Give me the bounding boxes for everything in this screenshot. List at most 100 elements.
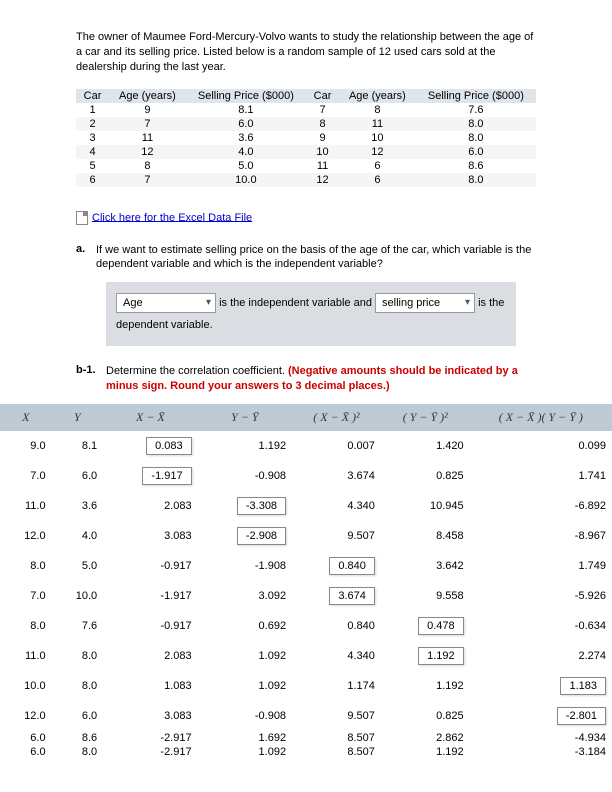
table-cell: 10 [306,145,339,159]
answer-box-a: Age is the independent variable and sell… [106,282,516,346]
corr-row: 11.03.62.083-3.3084.34010.945-6.892 [0,491,612,521]
corr-cell: 0.099 [470,431,612,461]
answer-input[interactable]: 0.083 [146,437,192,455]
corr-cell: 7.0 [0,581,52,611]
table-cell: 7 [306,103,339,117]
table-cell: 9 [306,131,339,145]
table-header: Car [306,89,339,103]
corr-cell: 12.0 [0,521,52,551]
corr-cell: 6.0 [52,701,104,731]
corr-cell: 1.192 [381,745,470,759]
corr-cell: 0.692 [198,611,292,641]
corr-cell: 3.674 [292,581,381,611]
table-cell: 9 [109,103,186,117]
table-cell: 7.6 [416,103,536,117]
select-value: selling price [382,297,440,309]
corr-cell: 3.6 [52,491,104,521]
table-cell: 3.6 [186,131,306,145]
table-row: 3113.69108.0 [76,131,536,145]
corr-cell: 8.6 [52,731,104,745]
corr-cell: 8.0 [52,671,104,701]
excel-link-row: Click here for the Excel Data File [16,211,596,225]
corr-row: 12.04.03.083-2.9089.5078.458-8.967 [0,521,612,551]
corr-row: 7.06.0-1.917-0.9083.6740.8251.741 [0,461,612,491]
corr-cell: 4.340 [292,491,381,521]
corr-cell: 1.092 [198,641,292,671]
corr-cell: -8.967 [470,521,612,551]
corr-cell: 1.192 [198,431,292,461]
qb-text: Determine the correlation coefficient. (… [106,364,536,394]
question-a: a. If we want to estimate selling price … [16,243,596,273]
corr-cell: 1.420 [381,431,470,461]
corr-cell: -6.892 [470,491,612,521]
corr-cell: 9.558 [381,581,470,611]
corr-cell: -1.917 [103,581,197,611]
answer-text-1: is the independent variable and [219,297,372,309]
corr-cell: 0.083 [103,431,197,461]
corr-cell: 11.0 [0,641,52,671]
corr-cell: -3.308 [198,491,292,521]
answer-input[interactable]: 0.478 [418,617,464,635]
select-independent[interactable]: Age [116,293,216,313]
corr-row: 10.08.01.0831.0921.1741.1921.183 [0,671,612,701]
table-row: 276.08118.0 [76,117,536,131]
corr-cell: 1.692 [198,731,292,745]
answer-input[interactable]: 1.192 [418,647,464,665]
file-icon [76,211,88,225]
corr-header: ( Y − Ȳ )² [381,404,470,431]
answer-input[interactable]: -2.908 [237,527,286,545]
corr-cell: 1.083 [103,671,197,701]
table-cell: 4.0 [186,145,306,159]
corr-cell: 8.0 [52,641,104,671]
table-cell: 4 [76,145,109,159]
table-cell: 8 [306,117,339,131]
table-cell: 8 [339,103,416,117]
car-data-table: CarAge (years)Selling Price ($000)CarAge… [76,89,536,187]
corr-cell: -2.801 [470,701,612,731]
table-cell: 6 [339,159,416,173]
corr-cell: 5.0 [52,551,104,581]
excel-link[interactable]: Click here for the Excel Data File [92,211,252,223]
table-cell: 6.0 [186,117,306,131]
corr-cell: 9.507 [292,521,381,551]
corr-cell: 0.825 [381,461,470,491]
corr-cell: -1.917 [103,461,197,491]
corr-cell: 7.6 [52,611,104,641]
answer-input[interactable]: -3.308 [237,497,286,515]
corr-row: 12.06.03.083-0.9089.5070.825-2.801 [0,701,612,731]
corr-cell: 1.174 [292,671,381,701]
corr-header: X [0,404,52,431]
table-cell: 7 [109,173,186,187]
corr-cell: 12.0 [0,701,52,731]
corr-row: 8.05.0-0.917-1.9080.8403.6421.749 [0,551,612,581]
corr-cell: 10.0 [52,581,104,611]
answer-input[interactable]: 1.183 [560,677,606,695]
corr-cell: 7.0 [0,461,52,491]
corr-cell: -0.634 [470,611,612,641]
corr-header: Y [52,404,104,431]
table-cell: 11 [339,117,416,131]
corr-cell: -2.917 [103,731,197,745]
corr-cell: -0.908 [198,461,292,491]
table-cell: 7 [109,117,186,131]
answer-input[interactable]: 3.674 [329,587,375,605]
table-row: 198.1787.6 [76,103,536,117]
corr-cell: 4.340 [292,641,381,671]
corr-header: Y − Ȳ [198,404,292,431]
corr-cell: 9.0 [0,431,52,461]
select-dependent[interactable]: selling price [375,293,475,313]
answer-input[interactable]: -2.801 [557,707,606,725]
corr-cell: -4.934 [470,731,612,745]
qb-text-main: Determine the correlation coefficient. [106,365,288,377]
corr-header: ( X − X̄ )² [292,404,381,431]
corr-cell: 3.642 [381,551,470,581]
corr-cell: 8.0 [52,745,104,759]
answer-input[interactable]: -1.917 [142,467,191,485]
table-cell: 3 [76,131,109,145]
corr-cell: 0.825 [381,701,470,731]
answer-input[interactable]: 0.840 [329,557,375,575]
corr-cell: 2.083 [103,491,197,521]
table-cell: 8.0 [416,173,536,187]
table-cell: 5 [76,159,109,173]
table-row: 4124.010126.0 [76,145,536,159]
